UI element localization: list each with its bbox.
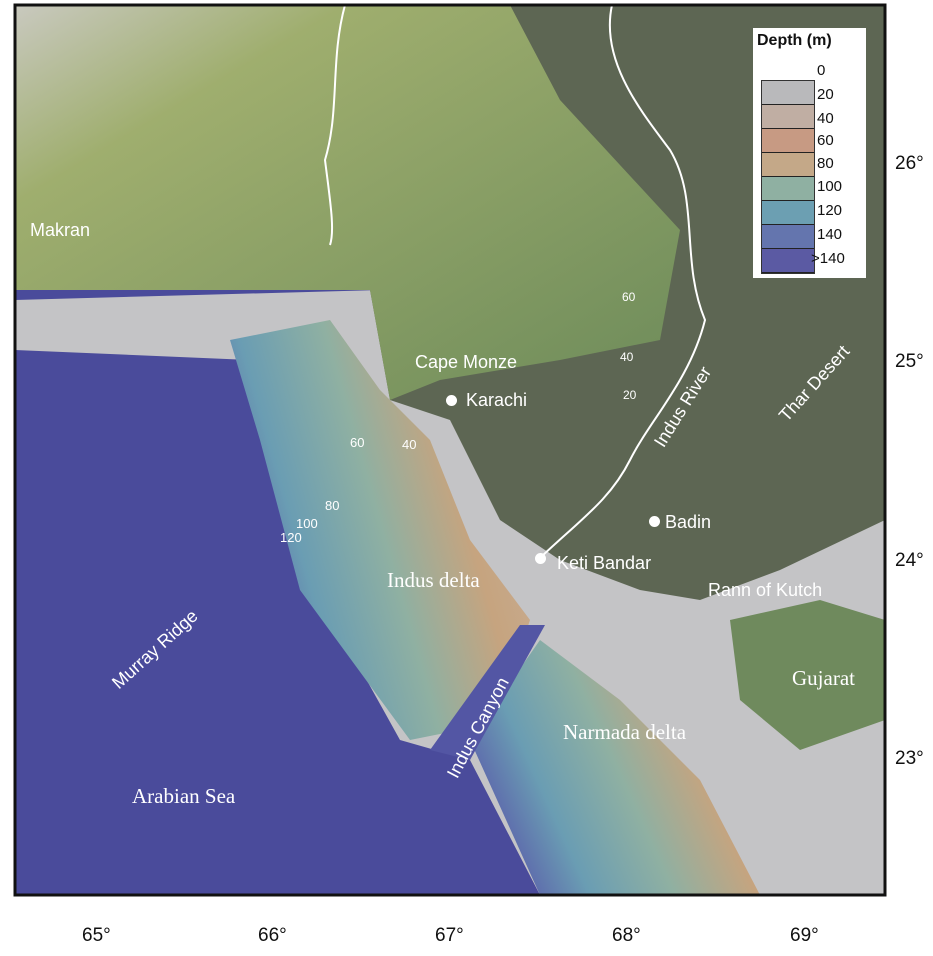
city-marker (649, 516, 660, 527)
legend-swatch (762, 81, 814, 105)
contour-label: 120 (280, 530, 302, 545)
gujarat-highland (730, 600, 885, 750)
legend-swatch (762, 177, 814, 201)
longitude-tick: 69° (790, 925, 819, 946)
legend-swatch (762, 225, 814, 249)
longitude-tick: 65° (82, 925, 111, 946)
narmada-bathymetry (470, 640, 760, 895)
label-narmada-delta: Narmada delta (563, 720, 687, 744)
latitude-tick: 26° (895, 153, 924, 174)
label-arabian-sea: Arabian Sea (132, 784, 236, 808)
contour-label: 60 (350, 435, 365, 450)
city-marker (535, 553, 546, 564)
legend-level: 20 (817, 86, 834, 103)
legend-colorbar (761, 80, 815, 274)
mountains (15, 5, 680, 400)
label-indus-delta: Indus delta (387, 568, 480, 592)
label-cape-monze: Cape Monze (415, 352, 518, 372)
hab-river (323, 4, 346, 246)
legend-title: Depth (m) (757, 32, 832, 49)
legend-level: >140 (811, 250, 845, 267)
map-frame (13, 3, 887, 897)
latitude-tick: 24° (895, 550, 924, 571)
label-karachi: Karachi (466, 390, 528, 410)
legend-swatch (762, 153, 814, 177)
longitude-tick: 68° (612, 925, 641, 946)
label-gujarat: Gujarat (792, 666, 855, 690)
contour-label: 80 (325, 498, 340, 513)
legend-level: 60 (817, 132, 834, 149)
longitude-tick: 67° (435, 925, 464, 946)
legend-swatch (762, 201, 814, 225)
legend-swatch (762, 249, 814, 273)
contour-label: 60 (622, 290, 636, 304)
legend-swatch (762, 105, 814, 129)
legend-level: 40 (817, 110, 834, 127)
legend-level: 0 (817, 62, 826, 79)
legend-swatch (762, 129, 814, 153)
indus-river (539, 4, 707, 559)
label-makran: Makran (30, 220, 91, 240)
indus-delta-bathymetry (230, 320, 530, 740)
contour-label: 40 (620, 350, 634, 364)
contour-label: 40 (402, 437, 417, 452)
latitude-tick: 23° (895, 748, 924, 769)
label-badin: Badin (665, 512, 712, 532)
longitude-tick: 66° (258, 925, 287, 946)
depth-legend: Depth (m) 0 20 40 60 80 100 120 140 >140 (753, 28, 866, 278)
indus-canyon (430, 625, 545, 760)
city-marker (446, 395, 457, 406)
legend-level: 140 (817, 226, 843, 243)
legend-level: 120 (817, 202, 843, 219)
latitude-tick: 25° (895, 351, 924, 372)
legend-level: 80 (817, 155, 834, 172)
legend-level: 100 (817, 178, 843, 195)
contour-label: 20 (623, 388, 637, 402)
label-keti-bandar: Keti Bandar (557, 553, 652, 573)
label-rann-of-kutch: Rann of Kutch (708, 580, 823, 600)
contour-label: 100 (296, 516, 318, 531)
